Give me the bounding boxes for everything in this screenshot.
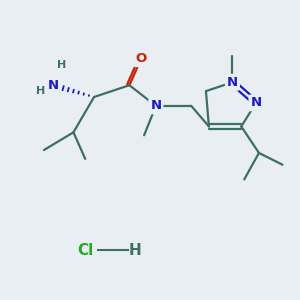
Text: H: H	[57, 60, 66, 70]
Text: H: H	[57, 60, 66, 70]
Text: H: H	[36, 86, 46, 96]
Text: N: N	[250, 96, 262, 110]
Text: Cl: Cl	[77, 243, 93, 258]
Text: H: H	[129, 243, 142, 258]
Text: N: N	[227, 76, 238, 89]
Text: O: O	[136, 52, 147, 65]
Text: O: O	[136, 52, 147, 65]
Text: N: N	[227, 76, 238, 89]
Text: N: N	[250, 96, 262, 110]
Text: H: H	[36, 86, 46, 96]
Text: N: N	[47, 79, 58, 92]
Text: N: N	[150, 99, 161, 112]
Text: N: N	[150, 99, 161, 112]
Text: N: N	[47, 79, 58, 92]
